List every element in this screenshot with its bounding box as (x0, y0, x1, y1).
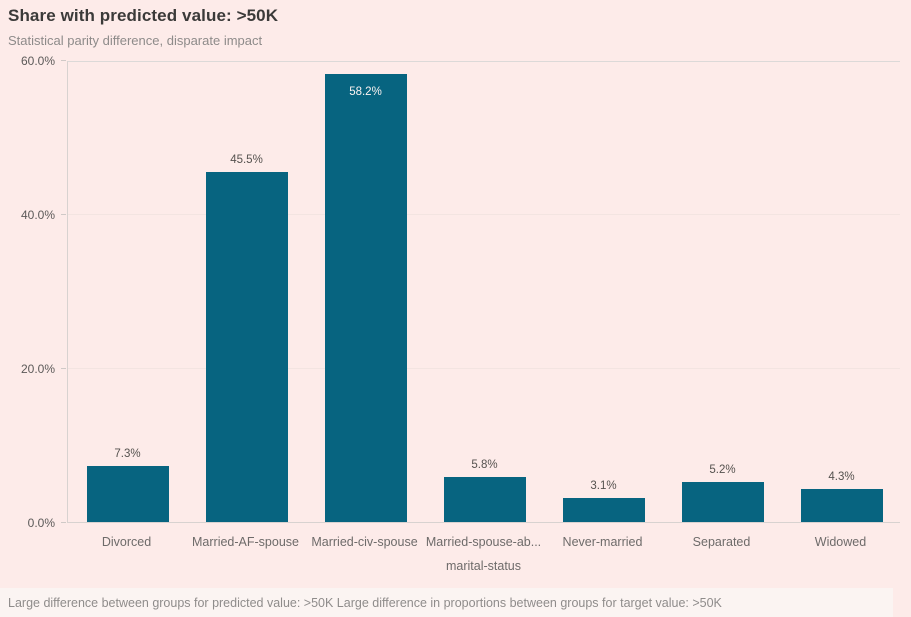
status-bar: Large difference between groups for pred… (0, 588, 893, 617)
page-subtitle: Statistical parity difference, disparate… (8, 33, 263, 48)
bar[interactable] (324, 73, 407, 522)
chart-header: Share with predicted value: >50K Statist… (8, 6, 903, 48)
bar-value-label: 45.5% (230, 153, 263, 166)
bar[interactable] (681, 481, 764, 522)
bar-value-label: 58.2% (349, 85, 382, 98)
bar-value-label: 7.3% (114, 447, 141, 460)
bar-group: 58.2% (306, 62, 425, 522)
x-axis-label: Married-spouse-ab... (425, 535, 542, 549)
bar[interactable] (800, 488, 883, 522)
bar[interactable] (86, 465, 169, 522)
bar-value-label: 4.3% (828, 470, 855, 483)
y-tick-mark (61, 214, 66, 216)
y-tick-label: 60.0% (20, 54, 55, 68)
x-axis-label: Married-AF-spouse (192, 535, 299, 549)
bar-chart: Share with predicted value: >50K Statist… (0, 6, 903, 573)
bar-group: 7.3% (68, 62, 187, 522)
bar[interactable] (205, 171, 288, 522)
bar[interactable] (562, 498, 645, 522)
y-tick-mark (61, 60, 66, 61)
status-text: Large difference between groups for pred… (8, 595, 722, 610)
bar-group: 3.1% (544, 62, 663, 522)
y-tick-mark (61, 368, 66, 370)
bar[interactable] (443, 477, 526, 522)
x-axis-label: Married-civ-spouse (311, 535, 418, 549)
x-axis-label: Separated (692, 535, 751, 549)
bar-group: 5.8% (425, 62, 544, 522)
plot-area: 7.3% 45.5% 58.2% 5.8% 3.1% 5.2% 4.3% (67, 61, 900, 523)
y-tick-label: 20.0% (20, 362, 55, 377)
gridline (68, 214, 900, 216)
bar-group: 45.5% (187, 62, 306, 522)
x-axis-label: Widowed (814, 535, 867, 549)
y-tick-label: 0.0% (27, 516, 55, 530)
bar-group: 4.3% (782, 62, 901, 522)
bar-value-label: 3.1% (590, 480, 617, 493)
x-axis-title: marital-status (445, 559, 522, 573)
y-axis: 0.0% 20.0% 40.0% 60.0% (0, 54, 67, 530)
bar-value-label: 5.2% (709, 463, 736, 476)
bar-value-label: 5.8% (471, 459, 498, 472)
page-title: Share with predicted value: >50K (8, 6, 279, 25)
y-tick-mark (61, 522, 66, 523)
bar-group: 5.2% (663, 62, 782, 522)
y-tick-label: 40.0% (20, 208, 55, 223)
x-axis-label: Never-married (562, 535, 643, 549)
gridline (68, 367, 900, 369)
x-axis: Divorced Married-AF-spouse Married-civ-spo… (67, 535, 900, 553)
x-axis-label: Divorced (101, 535, 152, 549)
